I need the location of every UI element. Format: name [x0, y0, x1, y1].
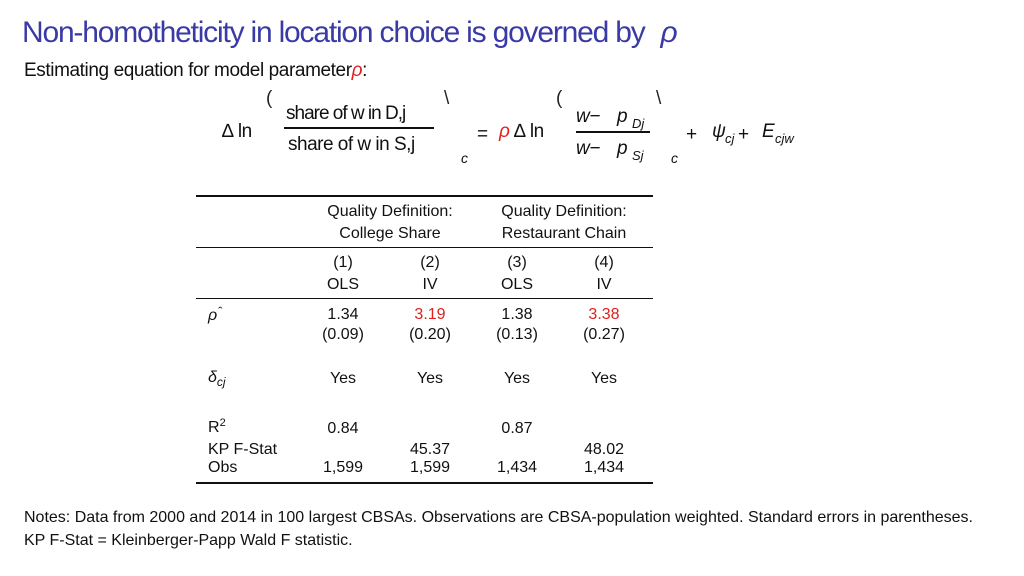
row-label-r2: R2	[208, 417, 226, 437]
equation-rho: ρ	[499, 121, 510, 142]
obs-col1: 1,599	[322, 459, 364, 476]
rho-se-col2: (0.20)	[409, 326, 451, 343]
fe-col1: Yes	[329, 370, 357, 387]
rho-hat-symbol: ρ	[208, 307, 218, 324]
epsilon-symbol: E	[762, 121, 775, 142]
table-notes: Notes: Data from 2000 and 2014 in 100 la…	[24, 509, 973, 549]
column-number: (3)	[507, 254, 527, 271]
lhs-delta-ln: ∆ ln	[222, 121, 252, 142]
table-bottom-rule	[196, 482, 653, 484]
column-method: IV	[596, 276, 612, 293]
row-label-obs: Obs	[208, 459, 238, 476]
rhs-fraction-bar	[576, 131, 650, 133]
column-method: OLS	[326, 276, 359, 293]
row-label-kp: KP F-Stat	[208, 441, 278, 458]
obs-col4: 1,434	[583, 459, 625, 476]
column-method: IV	[422, 276, 438, 293]
fe-col2: Yes	[416, 370, 444, 387]
r2-col1: 0.84	[327, 420, 359, 437]
group-header-restaurant-line1: Quality Definition:	[501, 203, 627, 220]
hat-accent: ˆ	[218, 304, 223, 319]
lhs-fraction-bar	[284, 127, 434, 129]
column-header-1: (1) OLS	[303, 254, 383, 294]
rhs-numerator-w: w−	[576, 106, 600, 127]
fe-col4: Yes	[590, 370, 618, 387]
table-top-rule	[196, 195, 653, 197]
column-header-2: (2) IV	[390, 254, 470, 294]
slide-title: Non-homotheticity in location choice is …	[22, 16, 678, 50]
delta-subscript: cj	[216, 375, 226, 389]
row-label-rho-hat: ρˆ	[208, 304, 223, 325]
plus-sign-2: +	[738, 124, 749, 145]
subtitle-suffix: :	[362, 60, 368, 81]
rhs-denominator-p: p	[617, 138, 628, 159]
rhs-numerator-p: p	[617, 106, 628, 127]
plus-sign-1: +	[686, 124, 697, 145]
rho-estimate-col2: 3.19	[414, 306, 446, 323]
group-header-college: Quality Definition: College Share	[300, 203, 480, 243]
r2-col3: 0.87	[501, 420, 533, 437]
column-number: (4)	[594, 254, 614, 271]
column-method: OLS	[500, 276, 533, 293]
r2-letter: R	[208, 419, 220, 436]
slide-subtitle: Estimating equation for model parameterρ…	[24, 60, 367, 82]
obs-col3: 1,434	[496, 459, 538, 476]
rhs-denominator-w: w−	[576, 138, 600, 159]
group-header-restaurant: Quality Definition: Restaurant Chain	[474, 203, 654, 243]
column-header-4: (4) IV	[564, 254, 644, 294]
rhs-numerator-subscript: Dj	[632, 116, 645, 131]
row-label-delta: δcj	[208, 369, 226, 389]
column-number: (1)	[333, 254, 353, 271]
rho-estimate-col1: 1.34	[327, 306, 359, 323]
rho-estimate-col4: 3.38	[588, 306, 620, 323]
lhs-close-paren: \	[444, 88, 450, 109]
body-rule	[196, 298, 653, 299]
rho-se-col4: (0.27)	[583, 326, 625, 343]
title-text: Non-homotheticity in location choice is …	[22, 16, 646, 49]
psi-symbol: ψ	[712, 121, 726, 142]
title-rho-symbol: ρ	[660, 16, 678, 49]
fe-col3: Yes	[503, 370, 531, 387]
group-header-college-line2: College Share	[339, 225, 441, 242]
subtitle-rho-symbol: ρ	[351, 60, 363, 81]
lhs-denominator: share of w in S,j	[288, 134, 415, 155]
rho-estimate-col3: 1.38	[501, 306, 533, 323]
r2-superscript: 2	[219, 417, 226, 429]
column-header-3: (3) OLS	[477, 254, 557, 294]
header-rule	[196, 247, 653, 248]
lhs-open-paren: (	[266, 88, 273, 109]
lhs-subscript-c: c	[461, 150, 468, 166]
rhs-open-paren: (	[556, 88, 563, 109]
rho-se-col1: (0.09)	[322, 326, 364, 343]
lhs-numerator: share of w in D,j	[286, 103, 406, 124]
rhs-subscript-c: c	[671, 150, 678, 166]
equals-sign: =	[477, 124, 488, 145]
obs-col2: 1,599	[409, 459, 451, 476]
rhs-delta-ln: ∆ ln	[514, 121, 544, 142]
rho-se-col3: (0.13)	[496, 326, 538, 343]
group-header-restaurant-line2: Restaurant Chain	[501, 225, 627, 242]
kp-col4: 48.02	[583, 441, 625, 458]
subtitle-text: Estimating equation for model parameter	[24, 60, 352, 81]
rhs-denominator-subscript: Sj	[632, 148, 644, 163]
epsilon-subscript: cjw	[775, 131, 794, 146]
delta-symbol: δ	[208, 369, 217, 386]
group-header-college-line1: Quality Definition:	[327, 203, 453, 220]
rhs-close-paren: \	[656, 88, 662, 109]
psi-subscript: cj	[725, 131, 735, 146]
column-number: (2)	[420, 254, 440, 271]
kp-col2: 45.37	[409, 441, 451, 458]
